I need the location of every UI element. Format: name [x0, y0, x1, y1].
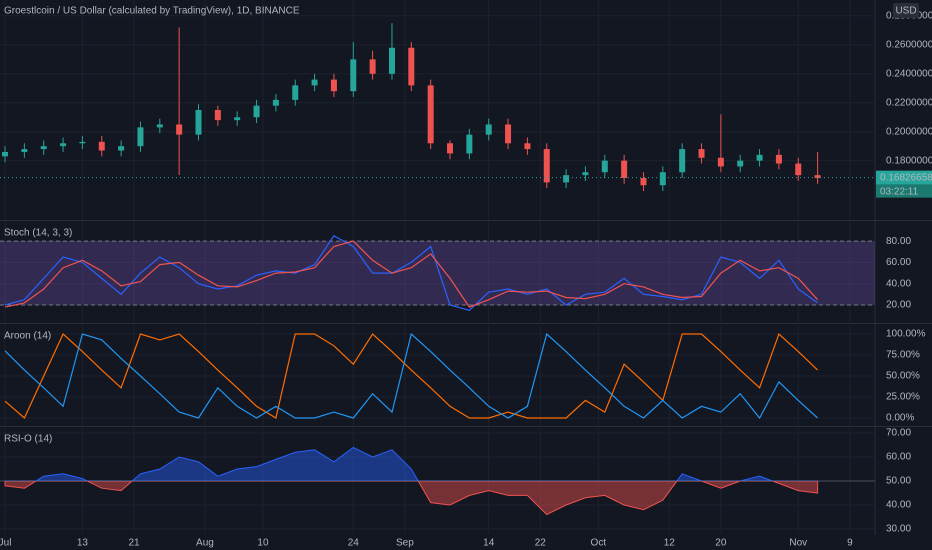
series-line — [4, 332, 819, 419]
candle-body — [543, 149, 550, 183]
candle-body — [601, 160, 608, 173]
candle-body — [21, 149, 28, 152]
candle-body — [40, 146, 47, 150]
candle-body — [505, 124, 512, 144]
candle-body — [272, 99, 279, 106]
candle-body — [118, 146, 125, 151]
x-tick-label: Oct — [591, 538, 607, 549]
last-price-label: 0.16826658 — [880, 172, 932, 183]
candle-body — [679, 149, 686, 173]
y-tick-label: 0.00% — [886, 413, 914, 424]
candle-body — [176, 124, 183, 135]
pane-title: RSI-O (14) — [4, 434, 52, 445]
y-tick-label: 0.26000000 — [886, 40, 932, 51]
y-tick-label: 40.00 — [886, 500, 911, 511]
candle-body — [427, 85, 434, 144]
candle-body — [485, 124, 492, 135]
candle-body — [814, 175, 821, 179]
last-price-box — [876, 170, 932, 185]
currency-button[interactable] — [893, 3, 919, 18]
x-tick-label: 10 — [257, 538, 269, 549]
candle-body — [388, 47, 395, 74]
candle-body — [79, 141, 86, 144]
candle-body — [253, 105, 260, 118]
candle-body — [698, 149, 705, 158]
band-fill — [0, 241, 875, 305]
y-tick-label: 25.00% — [886, 392, 920, 403]
x-tick-label: Aug — [196, 538, 214, 549]
series-line — [4, 332, 819, 420]
pane-title: Aroon (14) — [4, 331, 51, 342]
candle-body — [717, 157, 724, 167]
candle-body — [2, 151, 9, 157]
candle-body — [369, 59, 376, 74]
y-tick-label: 60.00 — [886, 257, 911, 268]
candle-body — [524, 143, 531, 150]
x-tick-label: 22 — [535, 538, 547, 549]
area-above — [4, 446, 819, 481]
x-tick-label: 24 — [348, 538, 360, 549]
candle-body — [447, 143, 454, 154]
x-tick-label: 20 — [715, 538, 727, 549]
candle-body — [214, 110, 221, 121]
pane-title: Stoch (14, 3, 3) — [4, 228, 72, 239]
candle-body — [234, 117, 241, 121]
y-tick-label: 50.00 — [886, 476, 911, 487]
y-tick-label: 50.00% — [886, 371, 920, 382]
candle-body — [795, 163, 802, 176]
candle-body — [408, 47, 415, 86]
candle-body — [563, 175, 570, 183]
x-tick-label: 9 — [847, 538, 853, 549]
candle-body — [98, 141, 105, 151]
candle-body — [775, 154, 782, 164]
candle-body — [195, 110, 202, 135]
candle-body — [137, 127, 144, 147]
currency-label[interactable]: USD — [895, 6, 916, 17]
countdown-box — [876, 184, 932, 198]
y-tick-label: 100.00% — [886, 329, 926, 340]
y-tick-label: 75.00% — [886, 350, 920, 361]
series-line — [4, 235, 818, 311]
candle-body — [311, 79, 318, 86]
countdown-label: 03:22:11 — [880, 186, 919, 197]
y-tick-label: 70.00 — [886, 428, 911, 439]
y-tick-label: 20.00 — [886, 300, 911, 311]
candle-body — [292, 85, 299, 100]
candle-body — [582, 172, 589, 176]
candle-body — [659, 172, 666, 186]
x-tick-label: Sep — [396, 538, 414, 549]
x-tick-label: Jul — [0, 538, 11, 549]
x-tick-label: Nov — [789, 538, 807, 549]
x-tick-label: 14 — [483, 538, 495, 549]
series-line — [4, 240, 819, 308]
y-tick-label: 40.00 — [886, 278, 911, 289]
candle-body — [737, 160, 744, 167]
candle-body — [466, 134, 473, 154]
candle-body — [350, 59, 357, 92]
candle-body — [621, 160, 628, 179]
x-tick-label: 21 — [128, 538, 140, 549]
candle-body — [156, 124, 163, 128]
y-tick-label: 30.00 — [886, 524, 911, 535]
candle-body — [756, 154, 763, 161]
x-tick-label: 13 — [77, 538, 89, 549]
y-tick-label: 60.00 — [886, 452, 911, 463]
area-below — [4, 480, 819, 516]
pane-title: Groestlcoin / US Dollar (calculated by T… — [4, 6, 300, 17]
candle-body — [330, 79, 337, 92]
candle-body — [640, 178, 647, 186]
candle-body — [60, 143, 67, 147]
x-tick-label: 12 — [664, 538, 676, 549]
y-tick-label: 80.00 — [886, 236, 911, 247]
